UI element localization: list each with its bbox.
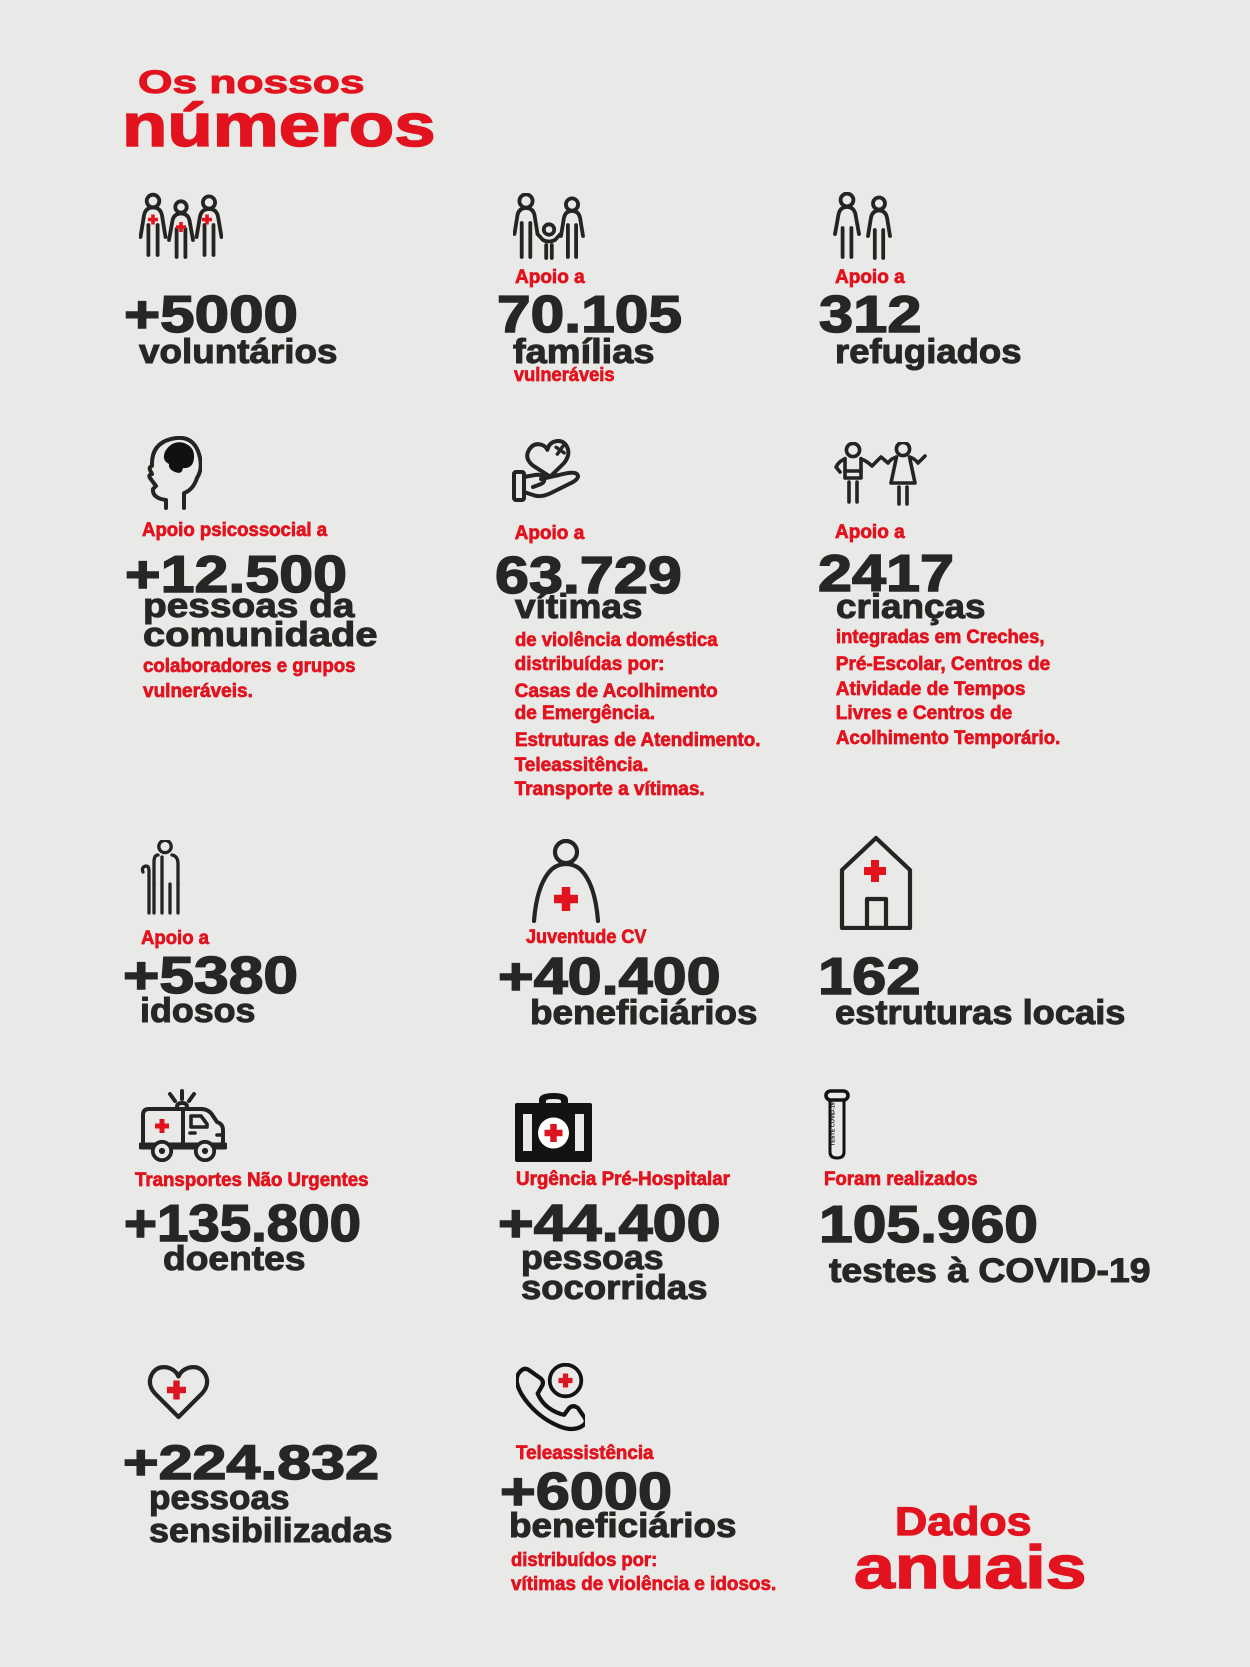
svg-text:TESTE COVID-19: TESTE COVID-19 bbox=[831, 1102, 837, 1146]
